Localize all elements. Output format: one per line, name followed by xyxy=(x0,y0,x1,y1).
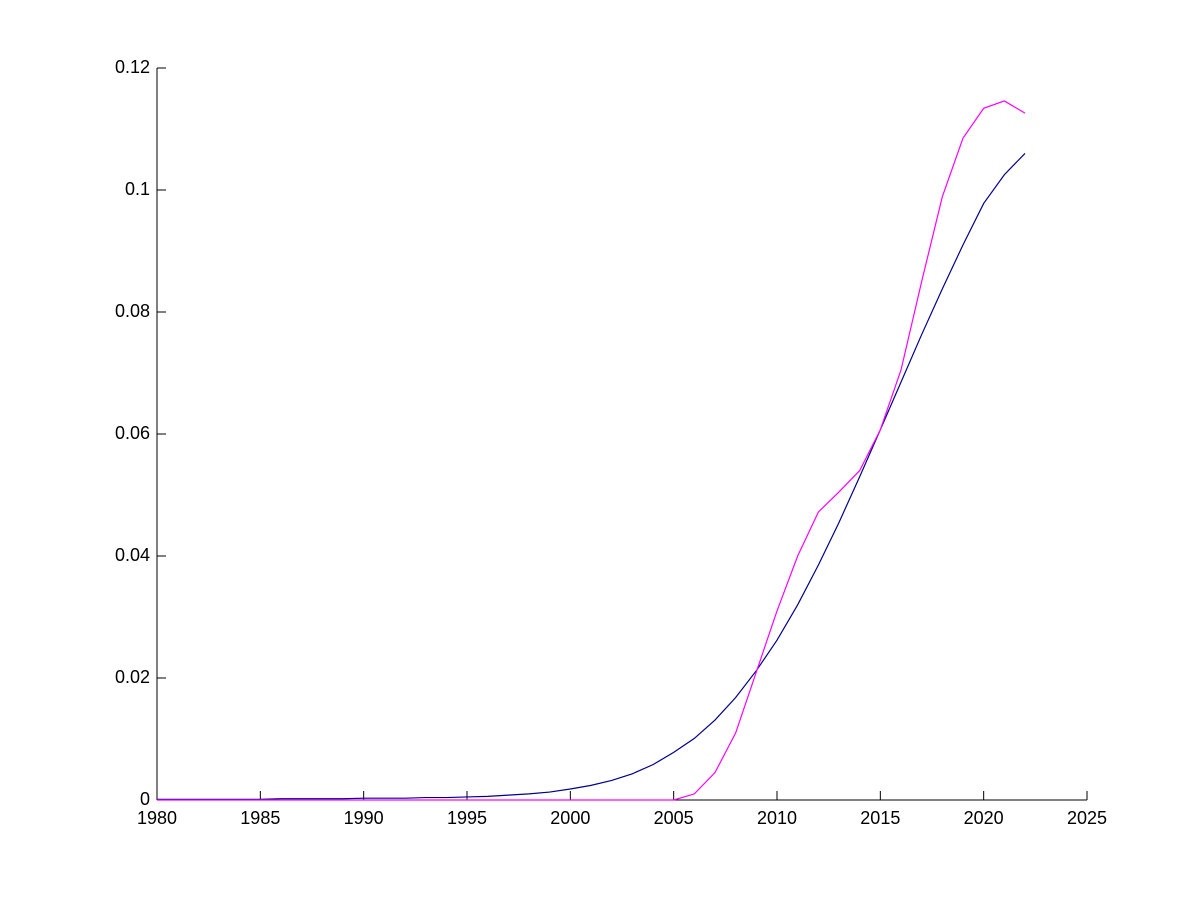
y-tick-label: 0.08 xyxy=(115,301,150,321)
x-tick-label: 2025 xyxy=(1067,808,1107,828)
x-tick-label: 1985 xyxy=(240,808,280,828)
x-tick-label: 1990 xyxy=(344,808,384,828)
x-tick-label: 2020 xyxy=(964,808,1004,828)
x-tick-label: 2010 xyxy=(757,808,797,828)
y-tick-label: 0.06 xyxy=(115,423,150,443)
y-tick-label: 0.02 xyxy=(115,667,150,687)
x-tick-label: 2005 xyxy=(654,808,694,828)
x-tick-label: 2000 xyxy=(550,808,590,828)
x-tick-label: 2015 xyxy=(860,808,900,828)
line-series xyxy=(157,100,1026,801)
x-tick-label: 1995 xyxy=(447,808,487,828)
y-tick-label: 0.12 xyxy=(115,57,150,77)
x-tick-label: 1980 xyxy=(137,808,177,828)
y-tick-label: 0 xyxy=(140,789,150,809)
y-tick-label: 0.04 xyxy=(115,545,150,565)
y-tick-label: 0.1 xyxy=(125,179,150,199)
